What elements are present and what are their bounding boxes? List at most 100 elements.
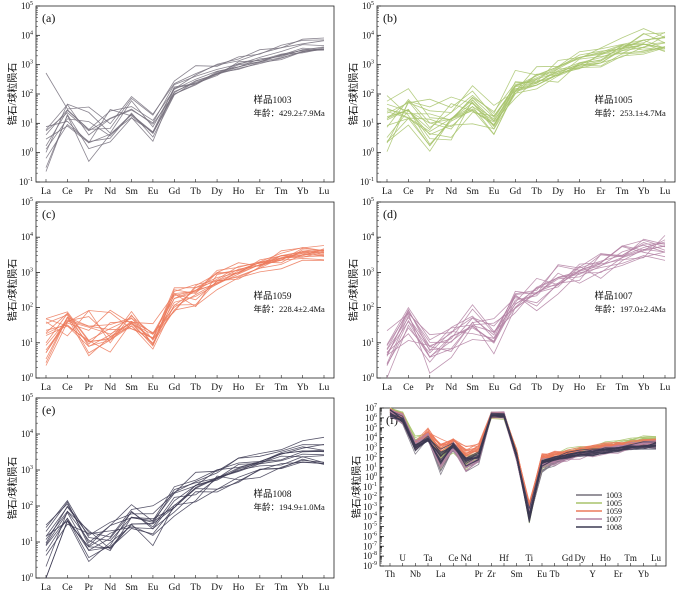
- series-line-c: [45, 251, 325, 341]
- y-tick-label: 10-9: [363, 561, 377, 571]
- x-tick-label: Eu: [489, 187, 500, 197]
- x-tick-label: Eu: [489, 383, 500, 393]
- x-tick-label: La: [436, 569, 446, 579]
- series-line-c: [45, 250, 325, 353]
- y-tick-label: 10-2: [363, 492, 377, 502]
- panel-label: (c): [42, 207, 55, 221]
- y-tick-label: 105: [21, 197, 33, 207]
- x-tick-label: La: [41, 383, 52, 393]
- y-tick-label: 103: [365, 443, 377, 453]
- x-tick-label: Lu: [660, 187, 671, 197]
- x-tick-label: Gd: [168, 187, 180, 197]
- series-line-b: [386, 42, 666, 141]
- y-axis-title: 锆石/球粒陨石: [347, 63, 360, 126]
- x-tick-label: Tb: [531, 187, 542, 197]
- y-tick-label: 100: [362, 373, 374, 383]
- x-tick-label: Gd: [168, 383, 180, 393]
- x-tick-label: Ce: [448, 553, 458, 563]
- x-tick-label: Pr: [85, 583, 94, 590]
- y-axis-title: 锆石/球粒陨石: [6, 259, 19, 322]
- y-tick-label: 103: [21, 465, 33, 475]
- x-tick-label: Tm: [616, 383, 630, 393]
- y-tick-label: 105: [362, 1, 374, 11]
- y-tick-label: 107: [365, 403, 377, 413]
- panel-label: (e): [42, 403, 55, 417]
- series-line-a: [45, 44, 325, 136]
- x-tick-label: Dy: [211, 187, 223, 197]
- series-line-d: [386, 239, 666, 346]
- x-tick-label: Tm: [624, 553, 637, 563]
- x-tick-label: Hf: [499, 553, 509, 563]
- x-tick-label: Nb: [410, 569, 421, 579]
- y-tick-label: 10-1: [19, 177, 33, 187]
- y-tick-label: 100: [21, 573, 33, 583]
- plot-frame: [35, 397, 335, 579]
- y-tick-label: 100: [21, 148, 33, 158]
- age-label: 年龄：253.1±4.7Ma: [595, 108, 666, 118]
- x-tick-label: Tm: [616, 187, 630, 197]
- x-tick-label: Yb: [297, 383, 309, 393]
- series-line-d: [386, 241, 666, 356]
- legend-label-1005: 1005: [606, 499, 622, 508]
- y-tick-label: 104: [21, 232, 33, 242]
- series-line-a: [45, 49, 325, 150]
- x-tick-label: Er: [596, 187, 606, 197]
- sample-label: 样品1007: [595, 290, 633, 302]
- x-tick-label: Sm: [125, 383, 138, 393]
- x-tick-label: Gd: [509, 383, 521, 393]
- panel-f: 10-910-810-710-610-510-410-310-210-11001…: [350, 403, 667, 579]
- age-label: 年龄：197.0±2.4Ma: [595, 304, 666, 314]
- y-tick-label: 105: [21, 1, 33, 11]
- x-tick-label: Ho: [233, 383, 245, 393]
- y-tick-label: 10-1: [363, 482, 377, 492]
- x-tick-label: Dy: [552, 383, 564, 393]
- age-label: 年龄：429.2±7.9Ma: [254, 108, 325, 118]
- y-tick-label: 103: [21, 267, 33, 277]
- sample-label: 样品1005: [595, 94, 633, 106]
- series-line-b: [386, 46, 666, 145]
- series-line-c: [45, 259, 325, 363]
- x-tick-label: Eu: [148, 383, 159, 393]
- x-tick-label: Eu: [148, 583, 159, 590]
- y-tick-label: 104: [365, 433, 377, 443]
- x-tick-label: Tb: [550, 569, 560, 579]
- series-line-d: [386, 235, 666, 336]
- legend-label-1059: 1059: [606, 507, 622, 516]
- x-tick-label: Eu: [148, 187, 159, 197]
- x-tick-label: Er: [255, 383, 265, 393]
- panel-label: (b): [383, 11, 397, 25]
- y-tick-label: 105: [21, 393, 33, 403]
- x-tick-label: Ho: [574, 187, 586, 197]
- sample-label: 样品1008: [254, 488, 292, 500]
- x-tick-label: La: [382, 383, 393, 393]
- x-tick-label: La: [41, 187, 52, 197]
- y-tick-label: 10-8: [363, 551, 377, 561]
- x-tick-label: Eu: [537, 569, 547, 579]
- x-tick-label: Yb: [638, 569, 649, 579]
- x-tick-label: Lu: [651, 553, 661, 563]
- y-tick-label: 103: [362, 60, 374, 70]
- panel-e: 100 101 102 103 104 105 锆石/球粒陨石 (e) La Ce Pr Nd Sm Eu…: [6, 393, 335, 590]
- x-tick-label: Dy: [211, 583, 223, 590]
- y-tick-label: 105: [365, 423, 377, 433]
- x-tick-label: Gd: [562, 553, 573, 563]
- y-tick-label: 104: [362, 232, 374, 242]
- y-tick-label: 10-4: [363, 512, 377, 522]
- x-tick-label: Ce: [62, 187, 73, 197]
- y-tick-label: 10-5: [363, 522, 377, 532]
- x-tick-label: Ho: [233, 187, 245, 197]
- legend-label-1008: 1008: [606, 523, 622, 532]
- series-line-a: [45, 48, 325, 132]
- x-tick-label: Pr: [475, 569, 483, 579]
- x-tick-label: Yb: [638, 383, 650, 393]
- age-label: 年龄：228.4±2.4Ma: [254, 304, 325, 314]
- y-tick-label: 103: [21, 60, 33, 70]
- series-line-b: [386, 43, 666, 135]
- x-tick-label: Nd: [104, 383, 116, 393]
- y-tick-label: 102: [362, 303, 374, 313]
- series-line-b: [386, 31, 666, 120]
- legend-label-1007: 1007: [606, 515, 622, 524]
- age-label: 年龄：194.9±1.0Ma: [254, 502, 325, 512]
- y-tick-label: 101: [21, 338, 33, 348]
- x-tick-label: Ho: [600, 553, 611, 563]
